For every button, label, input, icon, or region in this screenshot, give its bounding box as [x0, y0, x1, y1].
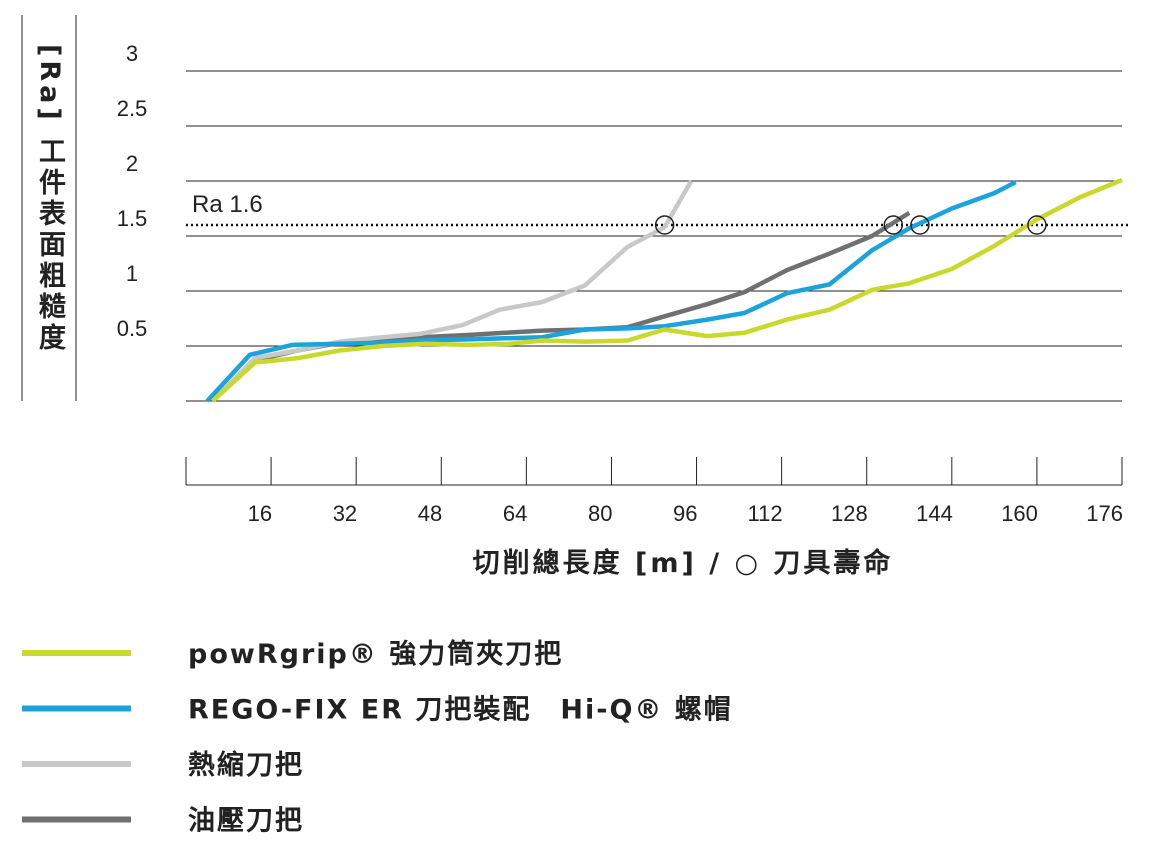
x-tick-label: 32	[333, 501, 357, 526]
x-tick-label: 48	[418, 501, 442, 526]
series-line	[211, 210, 911, 403]
y-axis-title: [Ra] 工件表面粗糙度	[34, 44, 65, 355]
y-tick-label: 2.5	[117, 96, 148, 121]
x-tick-label: 160	[1001, 501, 1038, 526]
legend-label: REGO-FIX ER 刀把裝配 Hi-Q® 螺帽	[188, 695, 733, 726]
x-tick-label: 176	[1086, 501, 1123, 526]
y-tick-label: 1	[126, 261, 138, 286]
reference-label: Ra 1.6	[192, 191, 263, 218]
legend-label: powRgrip® 強力筒夾刀把	[188, 638, 563, 670]
x-tick-label: 64	[503, 501, 527, 526]
x-tick-label: 80	[588, 501, 612, 526]
x-tick-label: 96	[673, 501, 697, 526]
tool-life-marker	[654, 215, 675, 235]
x-tick-label: 144	[916, 501, 953, 526]
tool-life-marker	[1027, 215, 1047, 235]
y-tick-label: 0.5	[117, 316, 148, 341]
y-tick-label: 3	[126, 41, 138, 66]
x-axis-title: 切削總長度 [m] / ○ 刀具壽命	[473, 547, 894, 579]
legend-label: 熱縮刀把	[188, 749, 304, 781]
legend-label: 油壓刀把	[188, 806, 304, 837]
series-line	[210, 179, 694, 403]
x-tick-label: 112	[748, 501, 783, 526]
tool-life-marker	[910, 215, 930, 235]
series-line	[211, 177, 1123, 403]
tool-life-marker	[883, 215, 904, 235]
y-tick-label: 2	[126, 151, 138, 176]
x-tick-label: 16	[248, 501, 272, 526]
x-tick-label: 128	[831, 501, 868, 526]
y-tick-label: 1.5	[117, 206, 148, 231]
series-line	[205, 180, 1017, 403]
